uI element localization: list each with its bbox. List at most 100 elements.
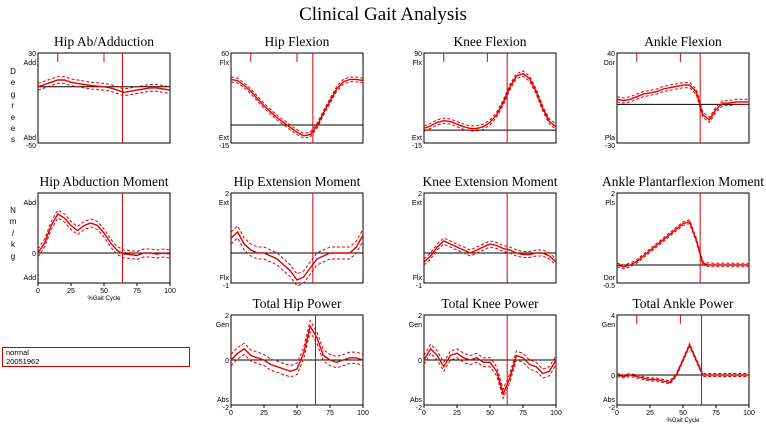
y-tick-label: -30 <box>605 143 615 150</box>
y-tick-label: 2 <box>225 191 229 198</box>
gait-chart: 30 Add Abd-50 <box>24 51 171 150</box>
ylabel-char: e <box>10 78 16 88</box>
y-tick-label: 2 <box>611 191 615 198</box>
patient-line <box>37 213 171 257</box>
upper-band-line <box>616 82 749 119</box>
gait-chart: 40 Dor Pla-30 <box>604 51 750 150</box>
x-axis-label: %Gait Cycle <box>666 418 700 424</box>
lower-band-line <box>616 345 749 385</box>
gait-chart: 2 Ext Flx-1 <box>412 191 557 290</box>
y-tick-label: Ext <box>412 135 422 142</box>
lower-band-line <box>423 352 557 400</box>
legend-entry-patient: 20051962 <box>6 357 40 366</box>
gait-chart: Abd 0 Add 0 25 50 75 100 %Gait Cycle <box>24 192 176 302</box>
ylabel-char: m <box>9 217 17 227</box>
y-tick-label: 0 <box>611 373 615 380</box>
y-tick-label: 30 <box>28 51 36 58</box>
gait-chart: 90 Flx Ext-15 <box>412 51 557 150</box>
y-tick-label: Ext <box>412 200 422 207</box>
y-tick-label: 2 <box>225 313 229 320</box>
upper-band-line <box>423 343 557 391</box>
ylabel-char: g <box>10 251 16 261</box>
y-tick-label: Abs <box>217 397 230 404</box>
y-tick-label: 90 <box>414 51 422 58</box>
y-tick-label: 2 <box>418 313 422 320</box>
panel-title: Hip Abduction Moment <box>39 174 169 189</box>
x-tick-label: 25 <box>67 288 75 295</box>
lower-band-line <box>230 81 364 139</box>
y-tick-label: -2 <box>416 405 422 412</box>
patient-line <box>230 324 364 373</box>
y-tick-label: Gen <box>602 322 615 329</box>
y-tick-label: Abd <box>24 135 37 142</box>
y-tick-label: Add <box>24 275 37 282</box>
y-tick-label: Add <box>24 60 37 67</box>
panel-title: Hip Ab/Adduction <box>53 34 155 49</box>
plot-frame <box>423 52 557 144</box>
y-tick-label: -1 <box>223 283 229 290</box>
upper-band-line <box>423 70 557 127</box>
patient-line <box>616 220 749 268</box>
ylabel-char: e <box>10 124 16 134</box>
y-tick-label: Abd <box>24 200 37 207</box>
x-tick-label: 75 <box>712 410 720 417</box>
ylabel-char: r <box>11 101 15 111</box>
panel-title: Ankle Flexion <box>644 34 722 49</box>
y-tick-label: -2 <box>223 405 229 412</box>
plot-frame <box>37 192 171 284</box>
y-tick-label: -0.5 <box>603 283 615 290</box>
y-tick-label: 0 <box>225 358 229 365</box>
x-tick-label: 100 <box>743 410 755 417</box>
lower-band-line <box>616 87 749 124</box>
gait-chart: 2 Pls Dor-0.5 <box>603 191 750 290</box>
y-tick-label: 0 <box>418 358 422 365</box>
panel-title: Hip Extension Moment <box>233 174 361 189</box>
x-tick-label: 100 <box>164 288 176 295</box>
upper-band-line <box>37 209 171 253</box>
gait-chart: 60 Flx Ext-15 <box>219 51 364 150</box>
y-tick-label: 40 <box>607 51 615 58</box>
plot-frame <box>37 52 171 144</box>
ylabel-char: / <box>11 228 15 238</box>
x-tick-label: 50 <box>100 288 108 295</box>
y-tick-label: Abs <box>603 397 616 404</box>
panel-title: Total Ankle Power <box>632 296 734 311</box>
panel-title: Total Knee Power <box>441 296 539 311</box>
x-tick-label: 0 <box>615 410 619 417</box>
lower-band-line <box>230 237 364 287</box>
lower-band-line <box>37 217 171 261</box>
y-tick-label: 2 <box>418 191 422 198</box>
upper-band-line <box>423 237 557 260</box>
ylabel-char: N <box>10 206 16 215</box>
upper-band-line <box>616 219 749 266</box>
x-tick-label: 0 <box>36 288 40 295</box>
y-tick-label: Dor <box>604 275 616 282</box>
x-tick-label: 100 <box>550 410 562 417</box>
y-tick-label: -15 <box>412 143 422 150</box>
lower-band-line <box>37 82 171 97</box>
ylabel-char: s <box>11 135 15 145</box>
y-tick-label: Gen <box>409 322 422 329</box>
lower-band-line <box>230 330 364 378</box>
upper-band-line <box>230 76 364 134</box>
x-tick-label: 75 <box>326 410 334 417</box>
patient-line <box>230 78 364 137</box>
upper-band-line <box>230 319 364 367</box>
y-tick-label: -1 <box>416 283 422 290</box>
y-tick-label: -50 <box>26 143 36 150</box>
x-tick-label: 0 <box>422 410 426 417</box>
x-tick-label: 25 <box>646 410 654 417</box>
x-tick-label: 50 <box>486 410 494 417</box>
y-tick-label: Gen <box>216 322 229 329</box>
y-tick-label: Abs <box>410 397 423 404</box>
page-title: Clinical Gait Analysis <box>299 4 467 25</box>
ylabel-char: D <box>10 67 16 76</box>
x-tick-label: 50 <box>679 410 687 417</box>
y-tick-label: -15 <box>219 143 229 150</box>
x-tick-label: 25 <box>453 410 461 417</box>
y-tick-label: 4 <box>611 313 615 320</box>
y-tick-label: Ext <box>219 200 229 207</box>
